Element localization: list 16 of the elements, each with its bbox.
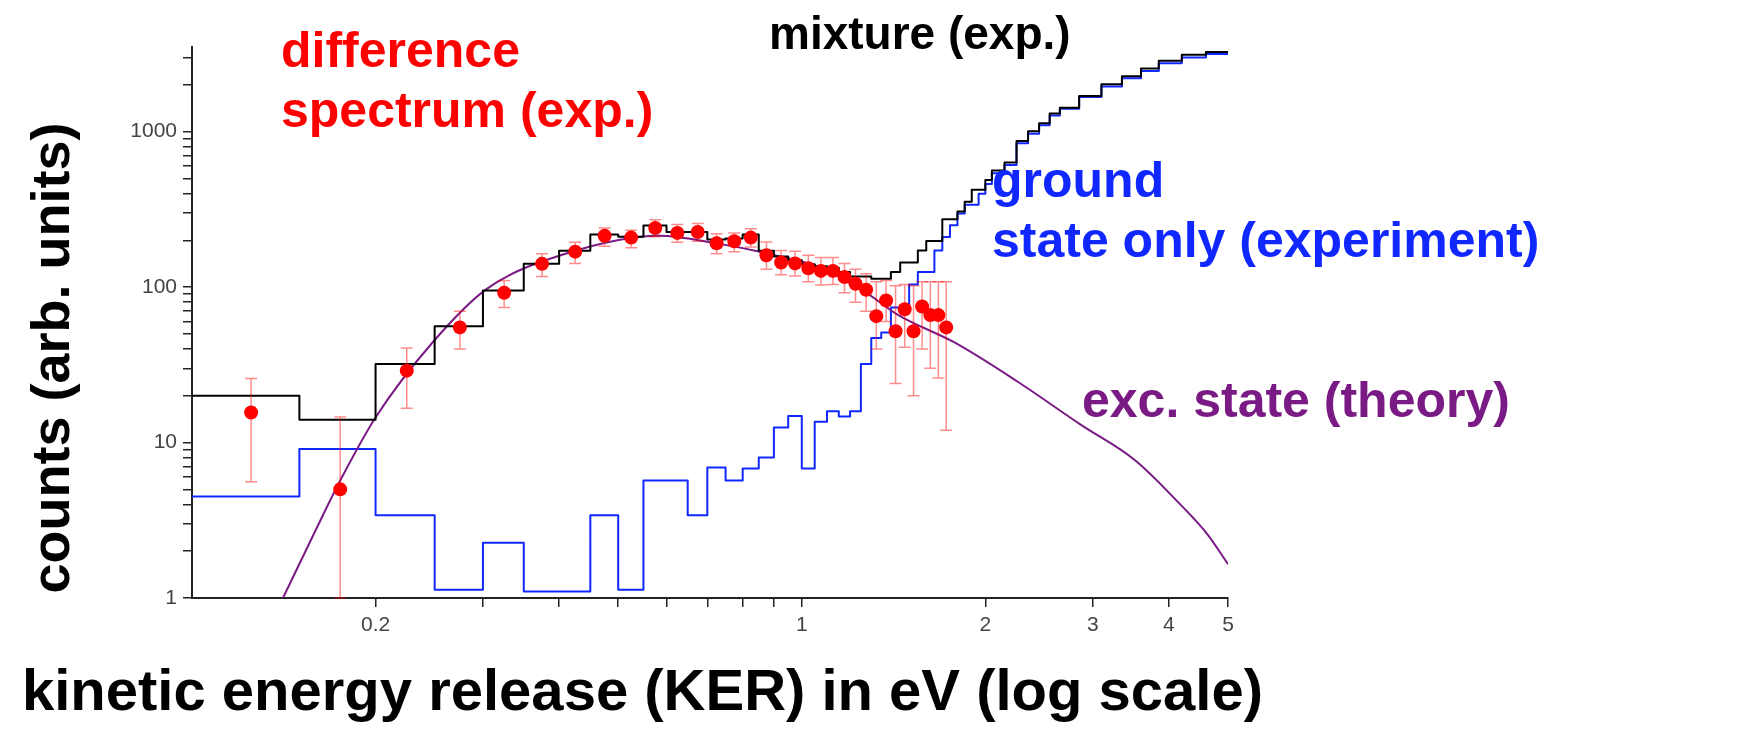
x-tick-label: 1	[795, 612, 808, 636]
x-tick-label: 0.2	[360, 612, 391, 636]
series-label: difference spectrum (exp.)	[281, 21, 654, 140]
y-tick-label: 10	[153, 429, 177, 453]
x-tick-label: 4	[1163, 612, 1176, 636]
y-tick-label: 100	[141, 273, 177, 297]
x-axis-title: kinetic energy release (KER) in eV (log scale)	[22, 656, 1264, 724]
series-label: ground state only (experiment)	[992, 151, 1540, 270]
x-tick-label: 3	[1086, 612, 1099, 636]
y-tick-label: 1	[165, 584, 177, 608]
y-tick-label: 1000	[130, 118, 177, 142]
x-tick-label: 2	[979, 612, 992, 636]
y-axis-title: counts (arb. units)	[18, 122, 81, 594]
series-label: mixture (exp.)	[769, 6, 1071, 61]
series-label: exc. state (theory)	[1082, 371, 1510, 430]
x-tick-label: 5	[1222, 612, 1234, 636]
